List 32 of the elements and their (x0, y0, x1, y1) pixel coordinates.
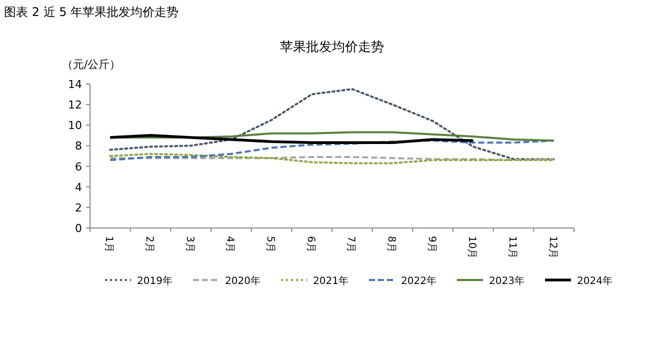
legend-label: 2021年 (313, 275, 348, 287)
y-tick-label: 4 (75, 180, 82, 194)
x-tick-label: 1月 (103, 236, 114, 252)
legend-label: 2020年 (225, 275, 260, 287)
chart-subtitle: 苹果批发均价走势 (280, 40, 384, 55)
y-tick-label: 2 (75, 201, 82, 214)
legend-label: 2019年 (137, 275, 172, 287)
y-tick-label: 12 (68, 98, 82, 112)
legend-label: 2023年 (489, 275, 524, 287)
line-series (109, 152, 555, 164)
x-tick-label: 6月 (304, 236, 316, 252)
y-tick-label: 6 (75, 160, 82, 174)
x-tick-label: 11月 (506, 236, 518, 259)
legend-label: 2024年 (577, 275, 612, 287)
y-tick-label: 14 (68, 78, 82, 91)
x-tick-label: 5月 (264, 236, 276, 252)
x-tick-label: 9月 (426, 236, 437, 252)
line-series (109, 88, 555, 160)
chart-title: 图表 2 近 5 年苹果批发均价走势 (4, 5, 179, 19)
x-tick-label: 7月 (345, 236, 356, 252)
y-tick-label: 8 (75, 140, 82, 153)
x-tick-label: 3月 (184, 236, 195, 252)
x-tick-label: 2月 (144, 236, 154, 252)
y-axis-title: （元/公斤） (62, 58, 121, 71)
x-tick-label: 10月 (466, 236, 478, 259)
line-series (108, 134, 475, 144)
legend-label: 2022年 (401, 275, 436, 287)
x-tick-label: 12月 (546, 236, 558, 259)
y-tick-label: 10 (68, 119, 82, 132)
y-tick-label: 0 (75, 222, 82, 235)
x-tick-label: 8月 (386, 236, 396, 252)
x-tick-label: 4月 (224, 236, 236, 252)
